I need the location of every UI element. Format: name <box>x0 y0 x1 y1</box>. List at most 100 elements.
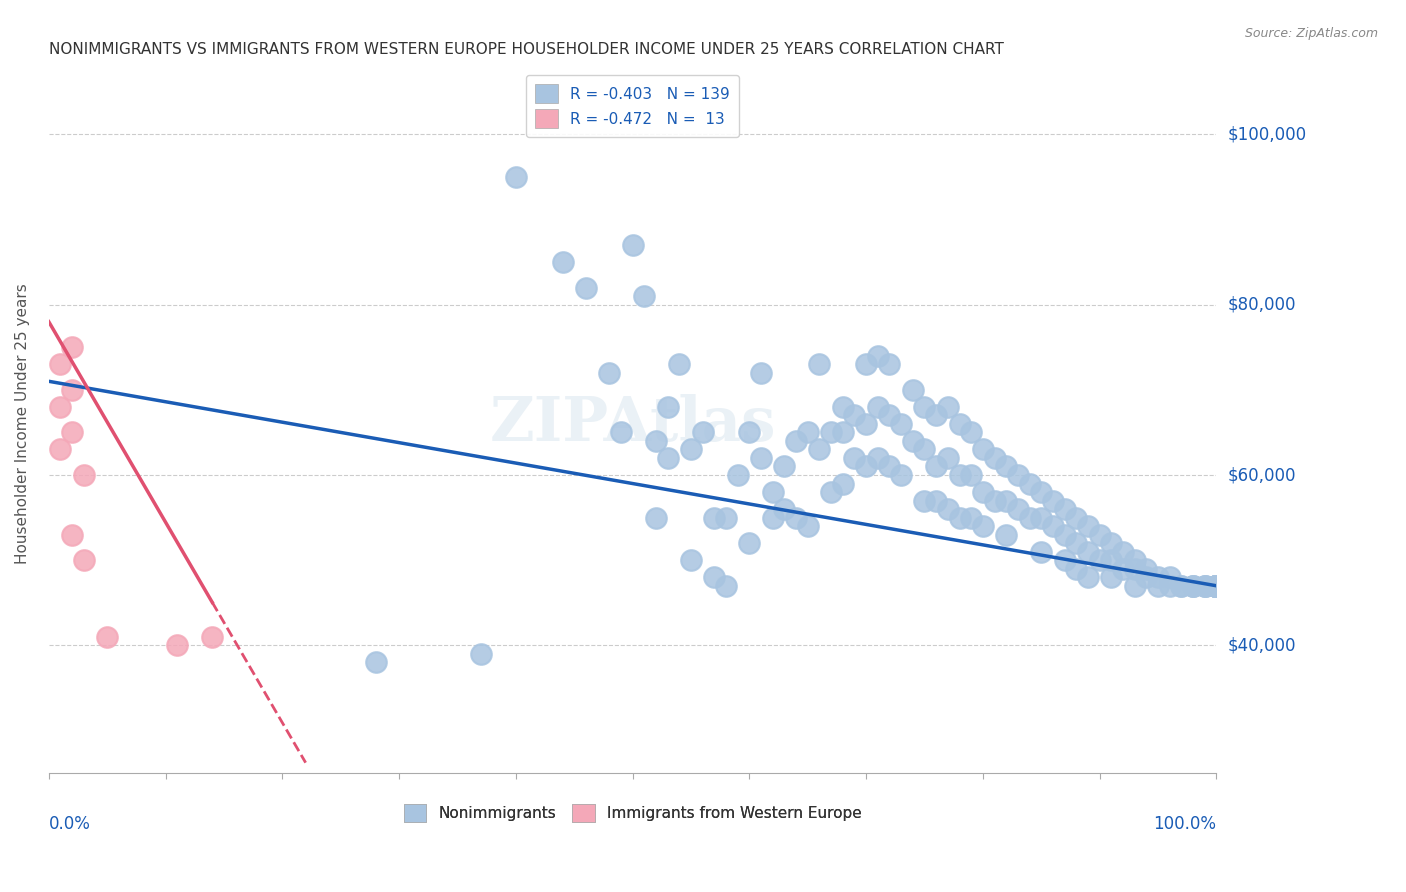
Point <box>60 809 83 823</box>
Point <box>901 434 924 448</box>
Point <box>645 510 668 524</box>
Text: 100.0%: 100.0% <box>1153 815 1216 833</box>
Legend: Nonimmigrants, Immigrants from Western Europe: Nonimmigrants, Immigrants from Western E… <box>398 797 868 829</box>
Point <box>1205 579 1227 593</box>
Point <box>1088 527 1111 541</box>
Point <box>1018 510 1040 524</box>
Point <box>1205 579 1227 593</box>
Y-axis label: Householder Income Under 25 years: Householder Income Under 25 years <box>15 284 30 565</box>
Point <box>1135 562 1157 576</box>
Point <box>844 450 866 465</box>
Point <box>60 527 83 541</box>
Point <box>1053 553 1076 567</box>
Point <box>1031 485 1053 500</box>
Point <box>364 656 387 670</box>
Point <box>505 169 527 184</box>
Point <box>679 553 702 567</box>
Point <box>1205 579 1227 593</box>
Point <box>749 366 772 380</box>
Text: ZIPAtlas: ZIPAtlas <box>489 394 776 454</box>
Point <box>1205 579 1227 593</box>
Point <box>879 409 901 423</box>
Point <box>738 425 761 440</box>
Point <box>855 459 877 474</box>
Point <box>960 510 983 524</box>
Point <box>831 476 853 491</box>
Point <box>73 553 96 567</box>
Point <box>1064 562 1087 576</box>
Point <box>890 417 912 431</box>
Point <box>60 425 83 440</box>
Point <box>1031 510 1053 524</box>
Text: $80,000: $80,000 <box>1227 295 1296 314</box>
Point <box>914 400 936 414</box>
Point <box>831 425 853 440</box>
Point <box>1159 570 1181 584</box>
Text: $60,000: $60,000 <box>1227 466 1296 484</box>
Point <box>1099 553 1122 567</box>
Point <box>901 383 924 397</box>
Point <box>808 442 831 457</box>
Text: $100,000: $100,000 <box>1227 125 1306 144</box>
Point <box>855 417 877 431</box>
Point <box>948 468 970 483</box>
Point <box>844 409 866 423</box>
Point <box>201 630 224 644</box>
Point <box>49 442 72 457</box>
Point <box>1182 579 1205 593</box>
Point <box>1099 536 1122 550</box>
Point <box>1147 579 1170 593</box>
Point <box>1147 570 1170 584</box>
Point <box>1053 502 1076 516</box>
Point <box>1018 476 1040 491</box>
Point <box>948 510 970 524</box>
Point <box>60 383 83 397</box>
Point <box>1194 579 1216 593</box>
Point <box>633 289 655 303</box>
Point <box>1135 570 1157 584</box>
Point <box>1077 570 1099 584</box>
Point <box>1112 562 1135 576</box>
Point <box>785 510 807 524</box>
Point <box>1205 579 1227 593</box>
Point <box>914 442 936 457</box>
Point <box>1205 579 1227 593</box>
Point <box>551 255 574 269</box>
Point <box>808 357 831 371</box>
Point <box>703 570 725 584</box>
Text: 0.0%: 0.0% <box>49 815 90 833</box>
Point <box>785 434 807 448</box>
Point <box>645 434 668 448</box>
Point <box>1170 579 1192 593</box>
Point <box>1031 544 1053 558</box>
Point <box>995 459 1018 474</box>
Point <box>679 442 702 457</box>
Point <box>714 579 737 593</box>
Point <box>762 510 785 524</box>
Point <box>1182 579 1205 593</box>
Point <box>983 493 1005 508</box>
Point <box>1064 536 1087 550</box>
Point <box>1007 468 1029 483</box>
Text: Source: ZipAtlas.com: Source: ZipAtlas.com <box>1244 27 1378 40</box>
Point <box>1205 579 1227 593</box>
Point <box>1042 493 1064 508</box>
Point <box>1170 579 1192 593</box>
Point <box>657 450 679 465</box>
Point <box>96 630 118 644</box>
Point <box>1205 579 1227 593</box>
Point <box>879 357 901 371</box>
Text: NONIMMIGRANTS VS IMMIGRANTS FROM WESTERN EUROPE HOUSEHOLDER INCOME UNDER 25 YEAR: NONIMMIGRANTS VS IMMIGRANTS FROM WESTERN… <box>49 42 1004 57</box>
Point <box>598 366 620 380</box>
Point <box>738 536 761 550</box>
Point <box>1205 579 1227 593</box>
Point <box>925 409 948 423</box>
Point <box>796 425 818 440</box>
Point <box>714 510 737 524</box>
Point <box>1205 579 1227 593</box>
Point <box>796 519 818 533</box>
Point <box>936 502 959 516</box>
Point <box>879 459 901 474</box>
Point <box>1205 579 1227 593</box>
Point <box>960 468 983 483</box>
